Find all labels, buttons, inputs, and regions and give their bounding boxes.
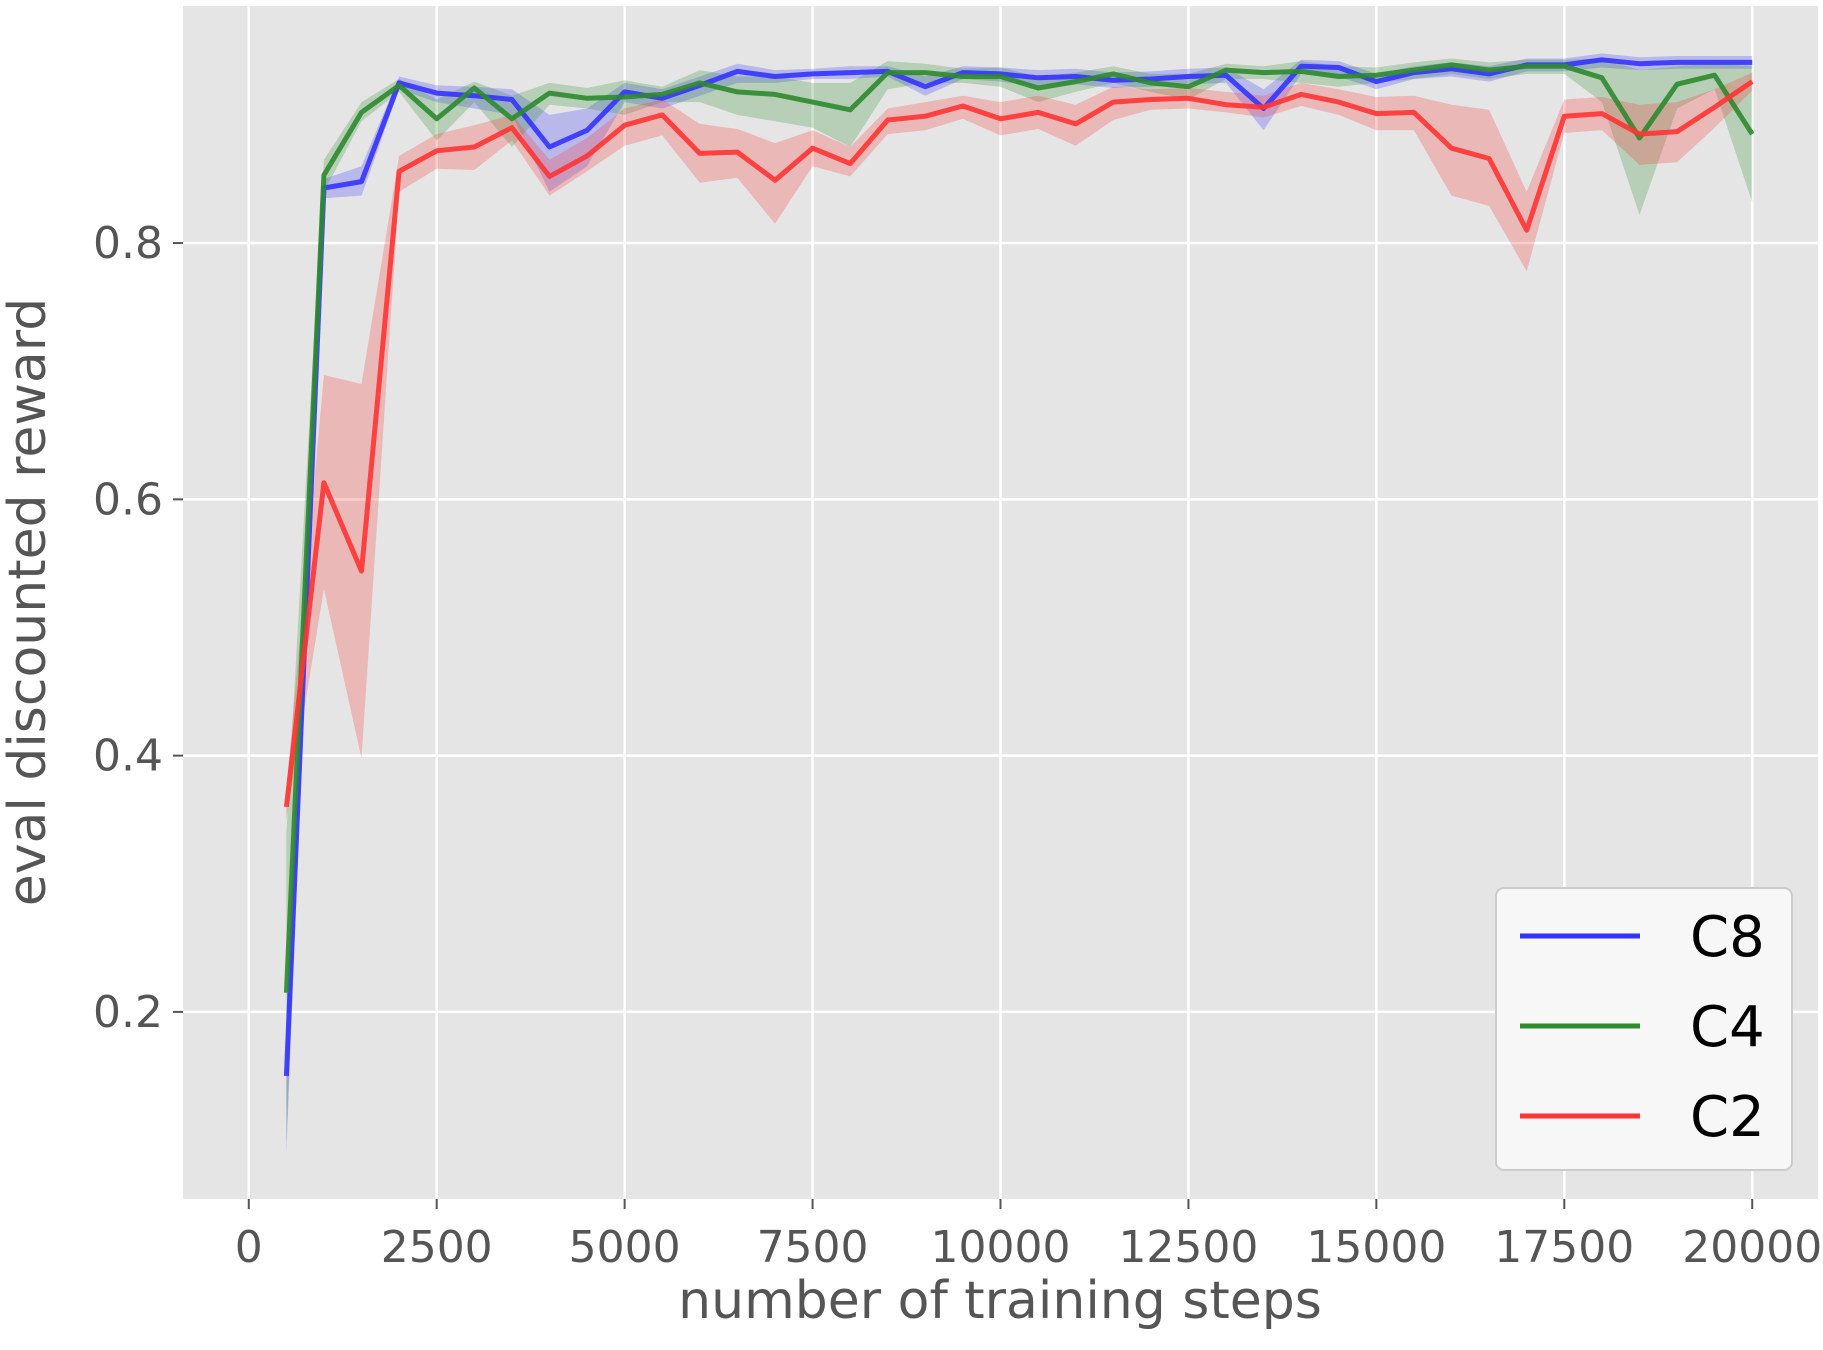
- x-tick-label: 0: [235, 1222, 263, 1273]
- y-tick-label: 0.6: [93, 474, 163, 525]
- legend-label-c4: C4: [1690, 995, 1765, 1060]
- axis-ticks: 0 2500 5000 7500 10000 12500 15000 17500 20000 0.…: [93, 218, 1822, 1273]
- x-tick-label: 5000: [569, 1222, 681, 1273]
- series-lines: [283, 57, 1755, 1077]
- band-c2: [286, 72, 1753, 820]
- x-tick-label: 17500: [1494, 1222, 1634, 1273]
- x-tick-label: 20000: [1682, 1222, 1822, 1273]
- x-tick-label: 15000: [1306, 1222, 1446, 1273]
- legend: C8 C4 C2: [1495, 887, 1793, 1171]
- confidence-bands: [286, 53, 1753, 1153]
- y-tick-label: 0.2: [93, 987, 163, 1038]
- x-tick-label: 2500: [381, 1222, 493, 1273]
- y-tick-label: 0.8: [93, 218, 163, 269]
- y-tick-label: 0.4: [93, 731, 163, 782]
- x-tick-label: 7500: [757, 1222, 869, 1273]
- x-tick-label: 10000: [931, 1222, 1071, 1273]
- x-tick-label: 12500: [1118, 1222, 1258, 1273]
- x-axis-label: number of training steps: [678, 1271, 1322, 1331]
- legend-label-c2: C2: [1690, 1085, 1765, 1150]
- legend-box: [1495, 887, 1793, 1171]
- line-c2: [283, 79, 1754, 808]
- legend-label-c8: C8: [1690, 905, 1765, 970]
- y-axis-label: eval discounted reward: [0, 298, 58, 907]
- line-c4: [283, 62, 1755, 993]
